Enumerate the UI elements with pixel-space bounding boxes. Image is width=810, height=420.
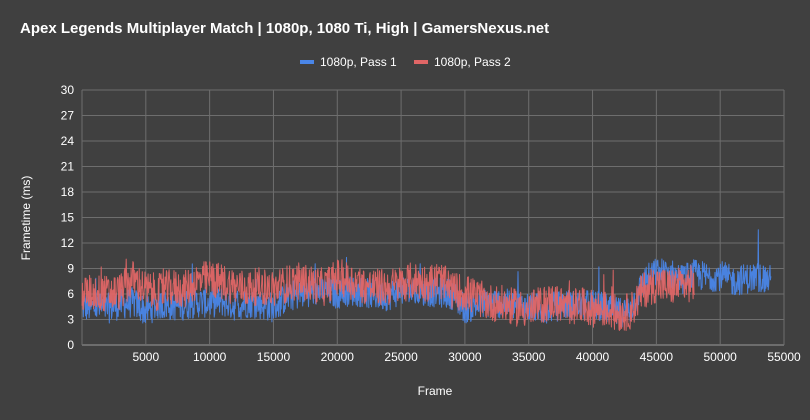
x-tick-label: 10000 <box>193 350 227 364</box>
y-tick-label: 6 <box>67 287 74 301</box>
legend-label-pass-2: 1080p, Pass 2 <box>434 55 511 69</box>
x-tick-label: 15000 <box>257 350 291 364</box>
series-layer <box>81 229 772 331</box>
x-axis-ticks: 5000 10000 15000 20000 25000 30000 35000 40000 4… <box>132 350 801 364</box>
legend-entry-pass-2[interactable]: 1080p, Pass 2 <box>414 55 511 69</box>
y-axis-label: Frametime (ms) <box>19 176 33 261</box>
y-tick-label: 12 <box>61 236 75 250</box>
legend-label-pass-1: 1080p, Pass 1 <box>320 55 397 69</box>
y-tick-label: 0 <box>67 338 74 352</box>
chart-title: Apex Legends Multiplayer Match | 1080p, … <box>20 20 550 37</box>
x-tick-label: 30000 <box>448 350 482 364</box>
x-tick-label: 35000 <box>512 350 546 364</box>
y-tick-label: 21 <box>61 160 75 174</box>
legend: 1080p, Pass 1 1080p, Pass 2 <box>300 55 511 69</box>
x-tick-label: 5000 <box>132 350 159 364</box>
x-tick-label: 25000 <box>384 350 418 364</box>
y-tick-label: 3 <box>67 313 74 327</box>
x-tick-label: 40000 <box>576 350 610 364</box>
y-tick-label: 9 <box>67 262 74 276</box>
series-line-pass-2 <box>81 258 695 331</box>
y-tick-label: 15 <box>61 211 75 225</box>
y-axis-ticks: 0 3 6 9 12 15 18 21 24 27 30 <box>61 83 75 352</box>
x-tick-label: 20000 <box>321 350 355 364</box>
y-tick-label: 27 <box>61 109 75 123</box>
y-tick-label: 30 <box>61 83 75 97</box>
x-axis-label: Frame <box>418 384 453 398</box>
y-tick-label: 24 <box>61 134 75 148</box>
legend-entry-pass-1[interactable]: 1080p, Pass 1 <box>300 55 397 69</box>
x-tick-label: 50000 <box>703 350 737 364</box>
x-tick-label: 55000 <box>767 350 801 364</box>
x-tick-label: 45000 <box>640 350 674 364</box>
y-tick-label: 18 <box>61 185 75 199</box>
